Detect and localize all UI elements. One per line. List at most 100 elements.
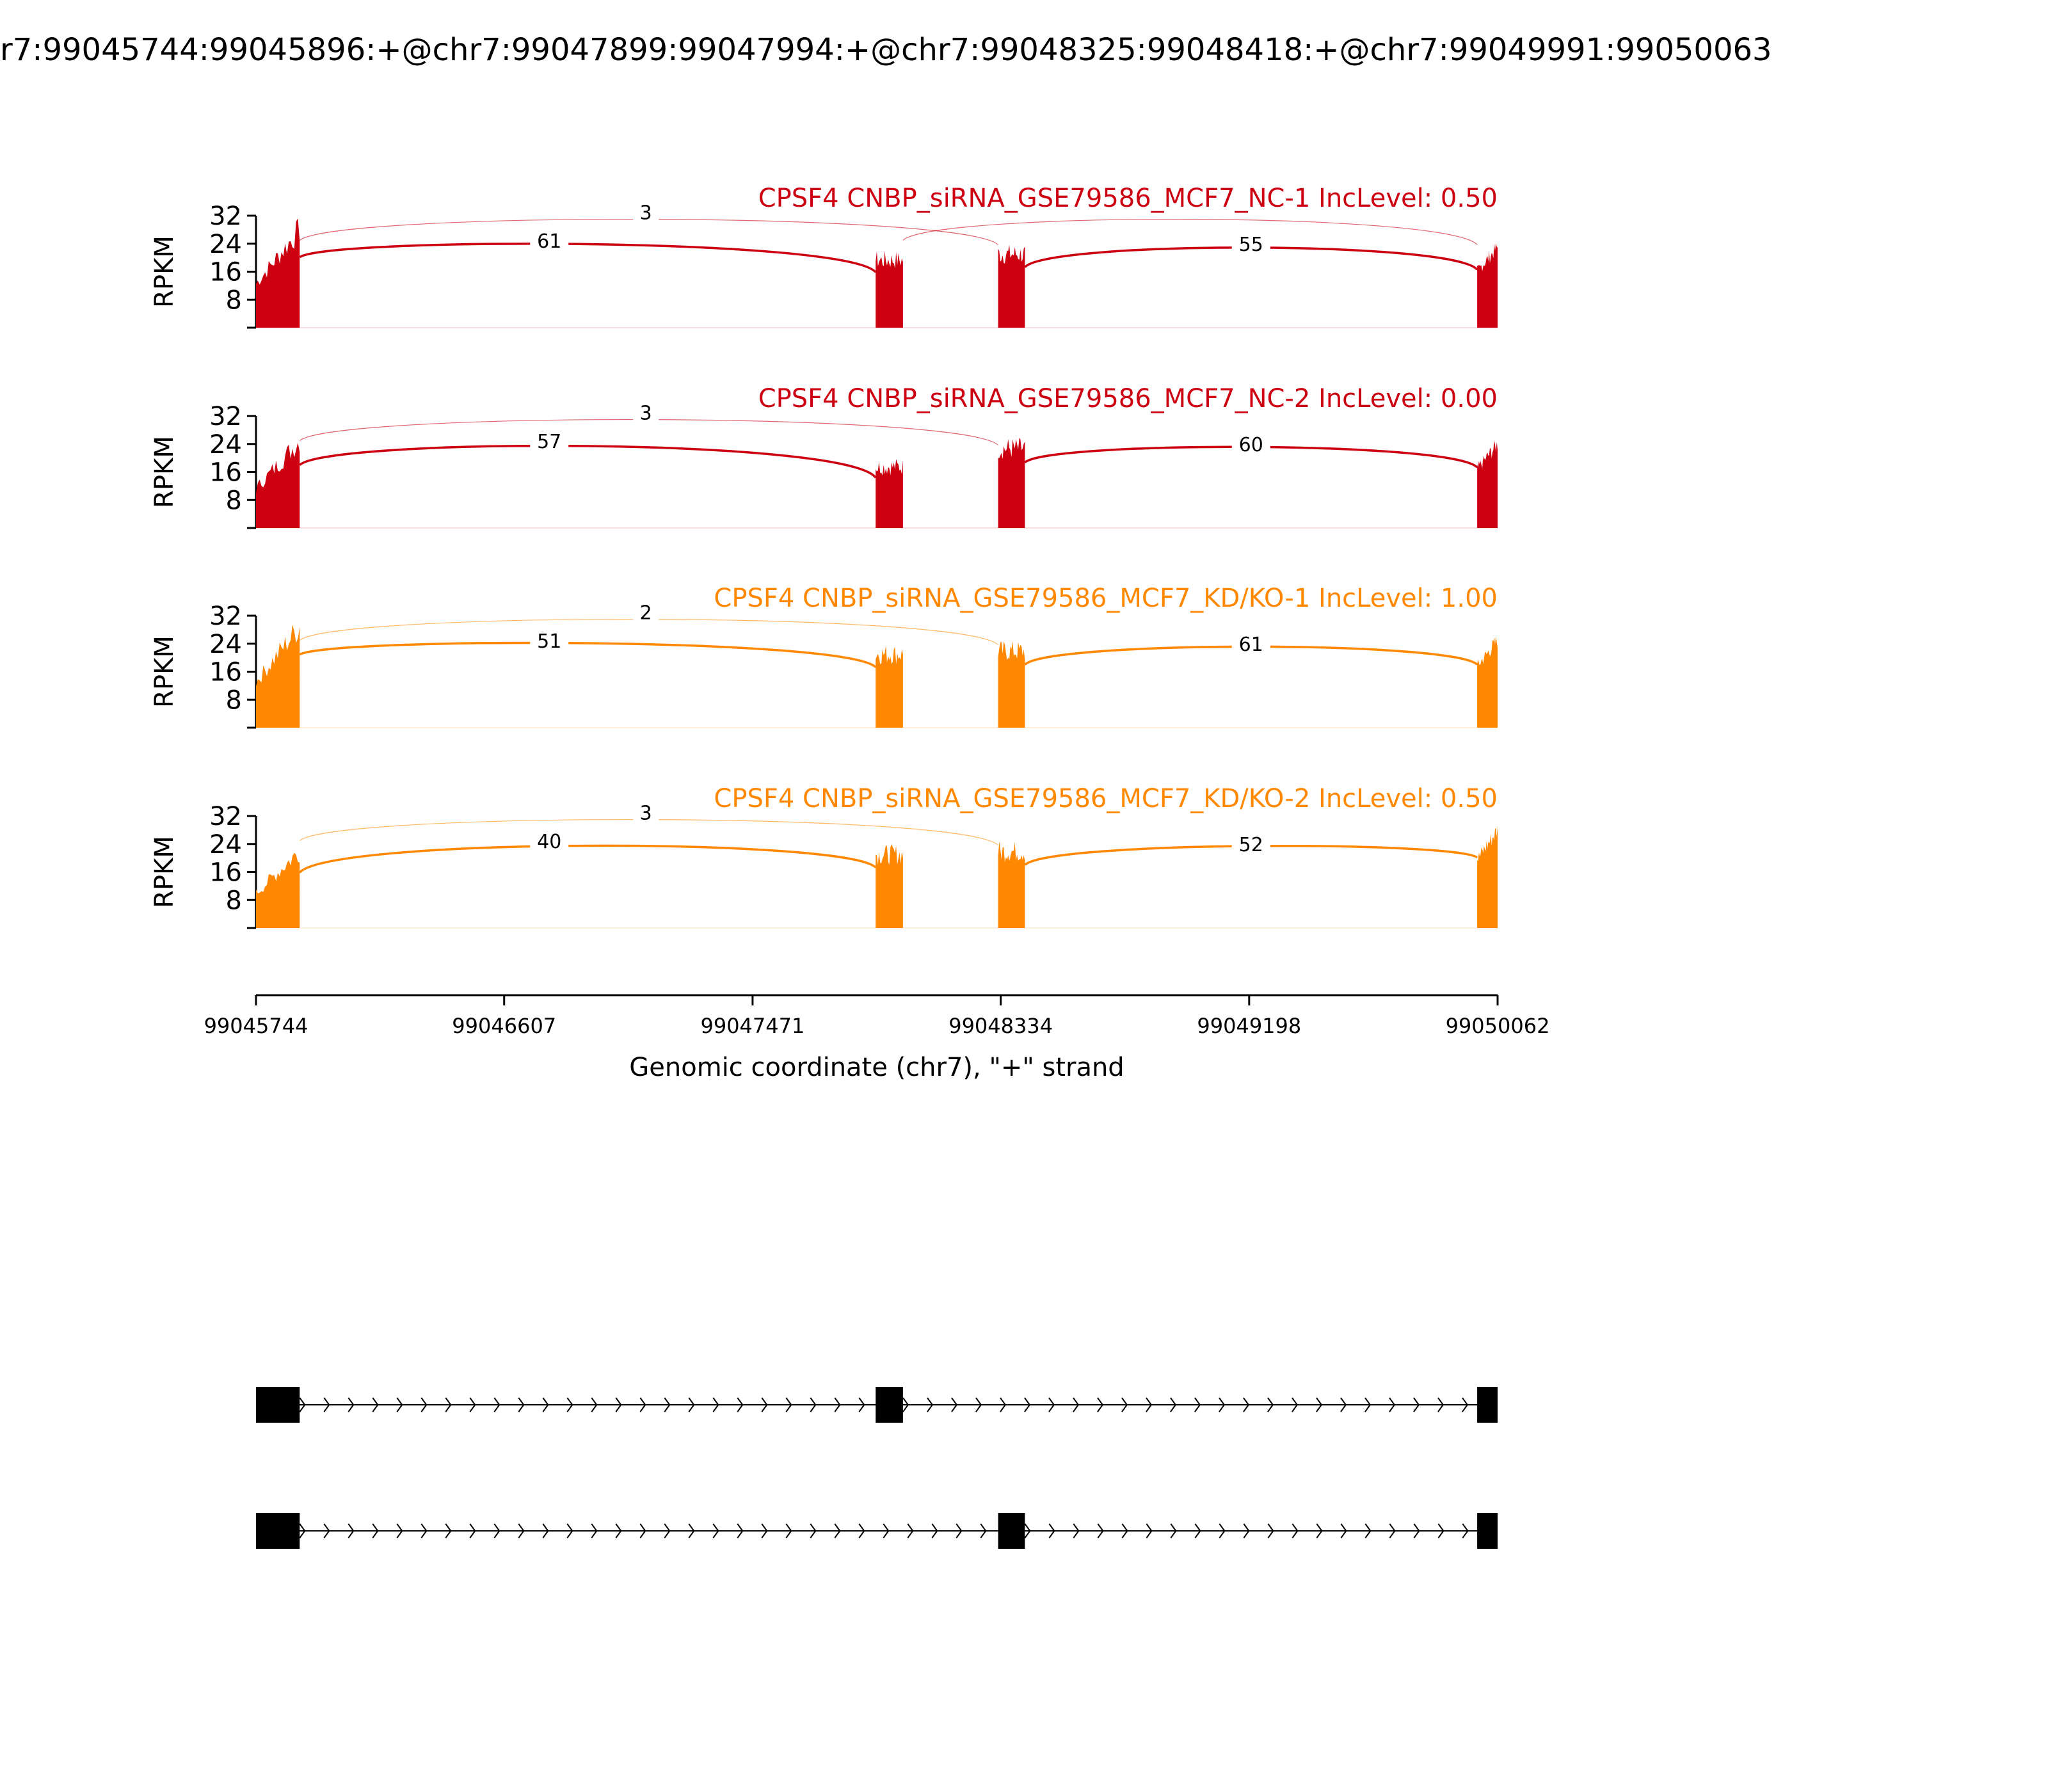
strand-arrow-icon: [834, 1397, 841, 1412]
strand-arrow-icon: [1267, 1523, 1274, 1539]
x-tick-label: 99049198: [1197, 1014, 1301, 1038]
isoform-2: [256, 1513, 1498, 1549]
y-tick-label: 24: [209, 830, 242, 860]
strand-arrow-icon: [1413, 1523, 1420, 1539]
y-tick-label: 16: [209, 658, 242, 687]
strand-arrow-icon: [1267, 1397, 1274, 1412]
x-axis-label: Genomic coordinate (chr7), "+" strand: [629, 1053, 1124, 1082]
x-tick-label: 99050062: [1446, 1014, 1550, 1038]
strand-arrow-icon: [883, 1523, 890, 1539]
strand-arrow-icon: [1389, 1523, 1396, 1539]
strand-arrow-icon: [639, 1523, 646, 1539]
strand-arrow-icon: [1048, 1523, 1055, 1539]
strand-arrow-icon: [1121, 1397, 1128, 1412]
x-tick-label: 99047471: [700, 1014, 804, 1038]
strand-arrow-icon: [591, 1397, 598, 1412]
strand-arrow-icon: [1024, 1397, 1031, 1412]
strand-arrow-icon: [469, 1523, 476, 1539]
strand-arrow-icon: [810, 1397, 817, 1412]
strand-arrow-icon: [931, 1523, 938, 1539]
strand-arrow-icon: [420, 1523, 428, 1539]
strand-arrow-icon: [980, 1523, 987, 1539]
strand-arrow-icon: [396, 1523, 403, 1539]
strand-arrow-icon: [1194, 1397, 1201, 1412]
coverage-exon-1: [256, 442, 300, 528]
strand-arrow-icon: [518, 1397, 525, 1412]
x-tick-label: 99048334: [948, 1014, 1053, 1038]
isoform-models: [256, 1387, 1498, 1549]
y-tick-label: 16: [209, 858, 242, 888]
strand-arrow-icon: [664, 1397, 671, 1412]
exon-block: [256, 1387, 300, 1423]
strand-arrow-icon: [1462, 1397, 1469, 1412]
strand-arrow-icon: [1219, 1523, 1226, 1539]
strand-arrow-icon: [1340, 1523, 1347, 1539]
y-axis-label: RPKM: [150, 636, 179, 708]
strand-arrow-icon: [323, 1523, 330, 1539]
strand-arrow-icon: [1462, 1523, 1469, 1539]
strand-arrow-icon: [688, 1397, 695, 1412]
junction-arc: [298, 844, 877, 874]
y-tick-label: 24: [209, 430, 242, 460]
junction-count-label: 57: [537, 431, 561, 453]
track-title: CPSF4 CNBP_siRNA_GSE79586_MCF7_NC-1 IncL…: [758, 184, 1498, 213]
strand-arrow-icon: [1243, 1397, 1250, 1412]
strand-arrow-icon: [1437, 1523, 1444, 1539]
coverage-tracks: 8162432RPKM613355CPSF4 CNBP_siRNA_GSE795…: [150, 184, 1498, 929]
track-1: 8162432RPKM613355CPSF4 CNBP_siRNA_GSE795…: [150, 184, 1498, 329]
strand-arrow-icon: [493, 1397, 500, 1412]
strand-arrow-icon: [518, 1523, 525, 1539]
y-tick-label: 32: [209, 602, 242, 631]
coverage-exon-2: [876, 844, 903, 928]
strand-arrow-icon: [907, 1523, 914, 1539]
coverage-exon-1: [256, 852, 300, 928]
strand-arrow-icon: [615, 1397, 622, 1412]
coverage-exon-3: [998, 842, 1025, 928]
strand-arrow-icon: [1316, 1397, 1323, 1412]
strand-arrow-icon: [1097, 1397, 1104, 1412]
strand-arrow-icon: [1170, 1397, 1177, 1412]
strand-arrow-icon: [469, 1397, 476, 1412]
coverage-exon-2: [876, 251, 903, 328]
junction-count-label: 61: [537, 230, 561, 253]
strand-arrow-icon: [542, 1397, 549, 1412]
junction-label-background: [530, 429, 569, 453]
strand-arrow-icon: [299, 1523, 306, 1539]
strand-arrow-icon: [639, 1397, 646, 1412]
strand-arrow-icon: [445, 1397, 452, 1412]
strand-arrow-icon: [1073, 1523, 1080, 1539]
track-title: CPSF4 CNBP_siRNA_GSE79586_MCF7_KD/KO-2 I…: [714, 784, 1498, 813]
strand-arrow-icon: [858, 1523, 865, 1539]
strand-arrow-icon: [834, 1523, 841, 1539]
strand-arrow-icon: [785, 1523, 792, 1539]
strand-arrow-icon: [956, 1523, 963, 1539]
junction-label-background: [633, 801, 659, 825]
strand-arrow-icon: [810, 1523, 817, 1539]
strand-arrow-icon: [1121, 1523, 1128, 1539]
x-tick-label: 99045744: [204, 1014, 308, 1038]
x-tick-label: 99046607: [452, 1014, 556, 1038]
strand-arrow-icon: [1073, 1397, 1080, 1412]
strand-arrow-icon: [688, 1523, 695, 1539]
strand-arrow-icon: [372, 1523, 379, 1539]
isoform-1: [256, 1387, 1498, 1423]
junction-arc: [902, 218, 1478, 245]
strand-arrow-icon: [1292, 1523, 1299, 1539]
strand-arrow-icon: [348, 1397, 355, 1412]
junction-count-label: 3: [640, 202, 652, 225]
junction-label-background: [1231, 833, 1270, 856]
strand-arrow-icon: [1413, 1397, 1420, 1412]
strand-arrow-icon: [591, 1523, 598, 1539]
junction-count-label: 3: [640, 403, 652, 425]
strand-arrow-icon: [927, 1397, 934, 1412]
plot-title: r7:99045744:99045896:+@chr7:99047899:990…: [0, 32, 1772, 68]
strand-arrow-icon: [542, 1523, 549, 1539]
exon-block: [1477, 1387, 1498, 1423]
strand-arrow-icon: [493, 1523, 500, 1539]
strand-arrow-icon: [785, 1397, 792, 1412]
junction-count-label: 61: [1239, 634, 1263, 656]
strand-arrow-icon: [445, 1523, 452, 1539]
strand-arrow-icon: [1316, 1523, 1323, 1539]
